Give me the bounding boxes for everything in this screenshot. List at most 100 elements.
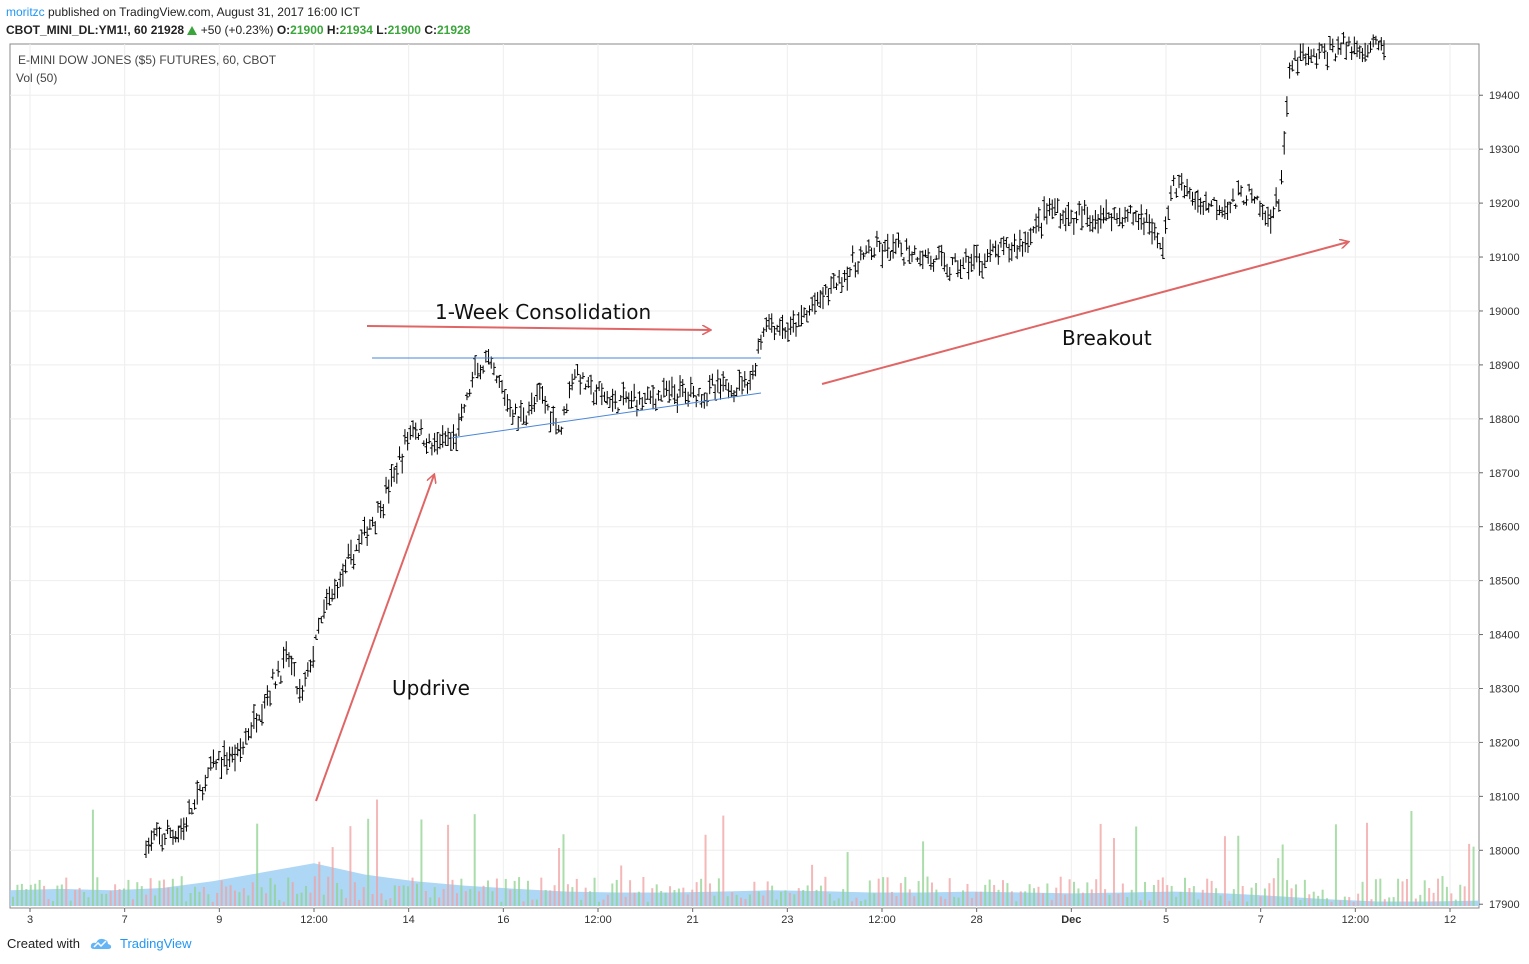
time-axis[interactable]: 3 7 9 12:00 14 16 12:00 21 23 12:00 28 Dec 5 7 12:00 12 xyxy=(27,908,1456,926)
volume-bar xyxy=(819,885,822,906)
volume-bar xyxy=(398,885,401,906)
volume-bar xyxy=(229,885,232,906)
symbol-name[interactable]: CBOT_MINI_DL:YM1!, 60 xyxy=(6,23,148,37)
volume-bar xyxy=(1108,894,1111,906)
support-trendline xyxy=(450,392,762,439)
volume-bar xyxy=(1294,884,1297,906)
volume-bar xyxy=(913,896,916,906)
volume-bar xyxy=(424,891,427,906)
symbol-line: CBOT_MINI_DL:YM1!, 60 21928 +50 (+0.23%)… xyxy=(6,21,470,39)
volume-bar xyxy=(868,880,871,906)
y-tick-label: 19400 xyxy=(1489,90,1520,102)
volume-bar xyxy=(691,889,694,906)
volume-bar xyxy=(340,889,343,906)
volume-bar xyxy=(1184,877,1186,906)
volume-bar xyxy=(473,814,476,906)
volume-bar xyxy=(407,886,410,906)
volume-bar xyxy=(1428,888,1431,906)
volume-bar xyxy=(1366,822,1369,906)
volume-bar xyxy=(1303,879,1306,906)
volume-bar xyxy=(1299,900,1302,906)
volume-bar xyxy=(771,885,774,906)
volume-bar xyxy=(65,877,68,906)
volume-bar xyxy=(1334,824,1337,906)
volume-bar xyxy=(105,893,108,906)
y-tick-label: 19200 xyxy=(1489,198,1520,210)
volume-bar xyxy=(593,877,596,906)
tradingview-brand-link[interactable]: TradingView xyxy=(119,936,192,951)
volume-bar xyxy=(1197,899,1200,906)
volume-bar xyxy=(1317,895,1320,906)
volume-bar xyxy=(1068,879,1071,906)
volume-bar xyxy=(353,882,356,906)
volume-bar xyxy=(300,892,303,906)
x-tick-label: 21 xyxy=(687,914,699,926)
volume-bar xyxy=(100,893,103,906)
volume-bar xyxy=(629,880,632,906)
last-price: 21928 xyxy=(150,23,185,37)
price-axis[interactable]: 17900 18000 18100 18200 18300 18400 18500 18600… xyxy=(1479,90,1520,911)
volume-bar xyxy=(420,819,423,906)
volume-bar xyxy=(376,799,379,906)
y-tick-label: 19100 xyxy=(1489,252,1520,264)
volume-bar xyxy=(1272,878,1275,906)
volume-bar xyxy=(899,883,902,906)
volume-bar xyxy=(331,847,334,906)
volume-bar xyxy=(1321,889,1324,906)
volume-bar xyxy=(1130,889,1133,906)
volume-bar xyxy=(282,901,285,906)
volume-bar xyxy=(114,884,117,906)
volume-bar xyxy=(127,879,130,906)
volume-bar xyxy=(1006,883,1009,906)
publish-info: published on TradingView.com, August 31,… xyxy=(44,5,360,19)
volume-bar xyxy=(540,877,543,906)
volume-bar xyxy=(1343,896,1346,906)
volume-bar xyxy=(1330,901,1333,906)
volume-bar xyxy=(1255,883,1258,906)
y-tick-label: 18200 xyxy=(1489,737,1520,749)
volume-bar xyxy=(1232,889,1235,906)
volume-bar xyxy=(1263,888,1266,906)
volume-bar xyxy=(1104,889,1107,906)
volume-bar xyxy=(531,899,534,906)
volume-bar xyxy=(1099,823,1102,906)
y-tick-label: 18700 xyxy=(1489,468,1520,480)
volume-bar xyxy=(553,885,556,906)
y-tick-label: 18000 xyxy=(1489,845,1520,857)
author-link[interactable]: moritzc xyxy=(6,5,45,19)
volume-bar xyxy=(273,884,276,906)
volume-bar xyxy=(1352,901,1355,906)
volume-bar xyxy=(96,877,99,906)
x-tick-label: 7 xyxy=(1258,914,1264,926)
volume-bar xyxy=(509,889,512,906)
volume-bar xyxy=(877,878,880,906)
publish-line: moritzc published on TradingView.com, Au… xyxy=(6,3,470,21)
volume-bar xyxy=(336,882,339,906)
volume-bar xyxy=(660,890,663,906)
volume-bar xyxy=(1139,900,1142,906)
volume-bar xyxy=(242,888,245,906)
volume-bar xyxy=(953,896,956,906)
price-chart[interactable]: Updrive 1-Week Consolidation Breakout 1790… xyxy=(0,0,1529,930)
volume-bar xyxy=(677,888,680,906)
volume-bar xyxy=(233,890,236,906)
volume-bar xyxy=(851,901,854,906)
volume-bar xyxy=(504,878,507,906)
close-value: 21928 xyxy=(437,23,471,37)
volume-bar xyxy=(669,886,672,906)
volume-bar xyxy=(1250,887,1253,906)
x-tick-label: 7 xyxy=(122,914,128,926)
volume-bar xyxy=(611,883,614,906)
x-tick-label: 23 xyxy=(781,914,793,926)
volume-bar xyxy=(1206,878,1209,906)
volume-bar xyxy=(544,889,547,906)
volume-bar xyxy=(957,897,960,906)
volume-bar xyxy=(265,893,268,906)
volume-bar xyxy=(83,892,86,906)
volume-bar xyxy=(393,885,396,906)
volume-bar xyxy=(47,899,50,906)
volume-bar xyxy=(429,897,432,906)
volume-bar xyxy=(615,879,618,906)
breakout-arrow xyxy=(821,242,1348,385)
volume-bar xyxy=(602,899,605,906)
